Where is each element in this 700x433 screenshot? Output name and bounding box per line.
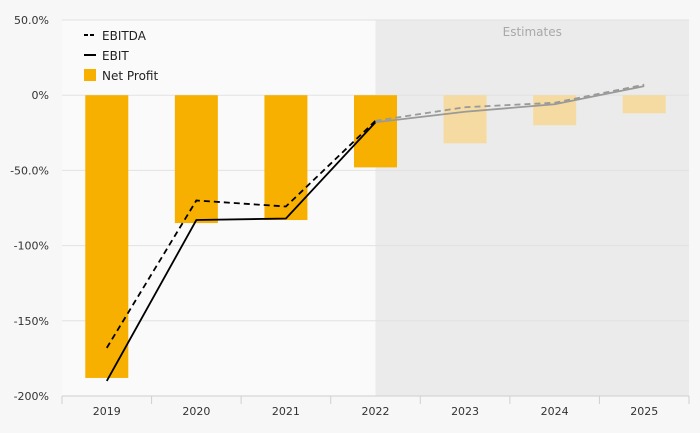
legend-net-profit-label: Net Profit bbox=[102, 69, 158, 83]
legend-net-profit-swatch bbox=[84, 69, 96, 81]
estimates-label: Estimates bbox=[503, 25, 562, 39]
legend: EBITDA EBIT Net Profit bbox=[84, 29, 158, 83]
x-tick-label: 2021 bbox=[272, 405, 300, 418]
x-tick-label: 2022 bbox=[362, 405, 390, 418]
legend-ebitda-label: EBITDA bbox=[102, 29, 147, 43]
y-tick-label: -150% bbox=[14, 315, 49, 328]
net-profit-bar bbox=[354, 95, 397, 168]
y-tick-label: 50.0% bbox=[14, 14, 49, 27]
ebit-line bbox=[105, 121, 377, 382]
ebitda-estimate-line bbox=[375, 83, 645, 122]
legend-ebit-label: EBIT bbox=[102, 49, 129, 63]
series-lines bbox=[105, 83, 645, 382]
estimates-region bbox=[375, 20, 689, 396]
ebit-estimate-line bbox=[375, 85, 645, 124]
y-axis-ticks: 50.0% 0% -50.0% -100% -150% -200% bbox=[10, 14, 49, 403]
ebitda-line bbox=[106, 120, 377, 349]
net-profit-bar bbox=[622, 95, 666, 114]
y-tick-label: -50.0% bbox=[10, 164, 49, 177]
net-profit-bar bbox=[85, 95, 129, 378]
x-tick-label: 2020 bbox=[182, 405, 210, 418]
net-profit-bar bbox=[264, 95, 308, 221]
net-profit-bar bbox=[174, 95, 218, 224]
x-tick-label: 2024 bbox=[541, 405, 569, 418]
y-tick-label: 0% bbox=[32, 89, 49, 102]
y-tick-label: -100% bbox=[14, 240, 49, 253]
x-tick-label: 2019 bbox=[93, 405, 121, 418]
x-axis: 2019 2020 2021 2022 2023 2024 2025 bbox=[61, 395, 690, 418]
x-tick-label: 2023 bbox=[451, 405, 479, 418]
x-tick-label: 2025 bbox=[630, 405, 658, 418]
net-profit-bar bbox=[443, 95, 487, 144]
y-tick-label: -200% bbox=[14, 390, 49, 403]
